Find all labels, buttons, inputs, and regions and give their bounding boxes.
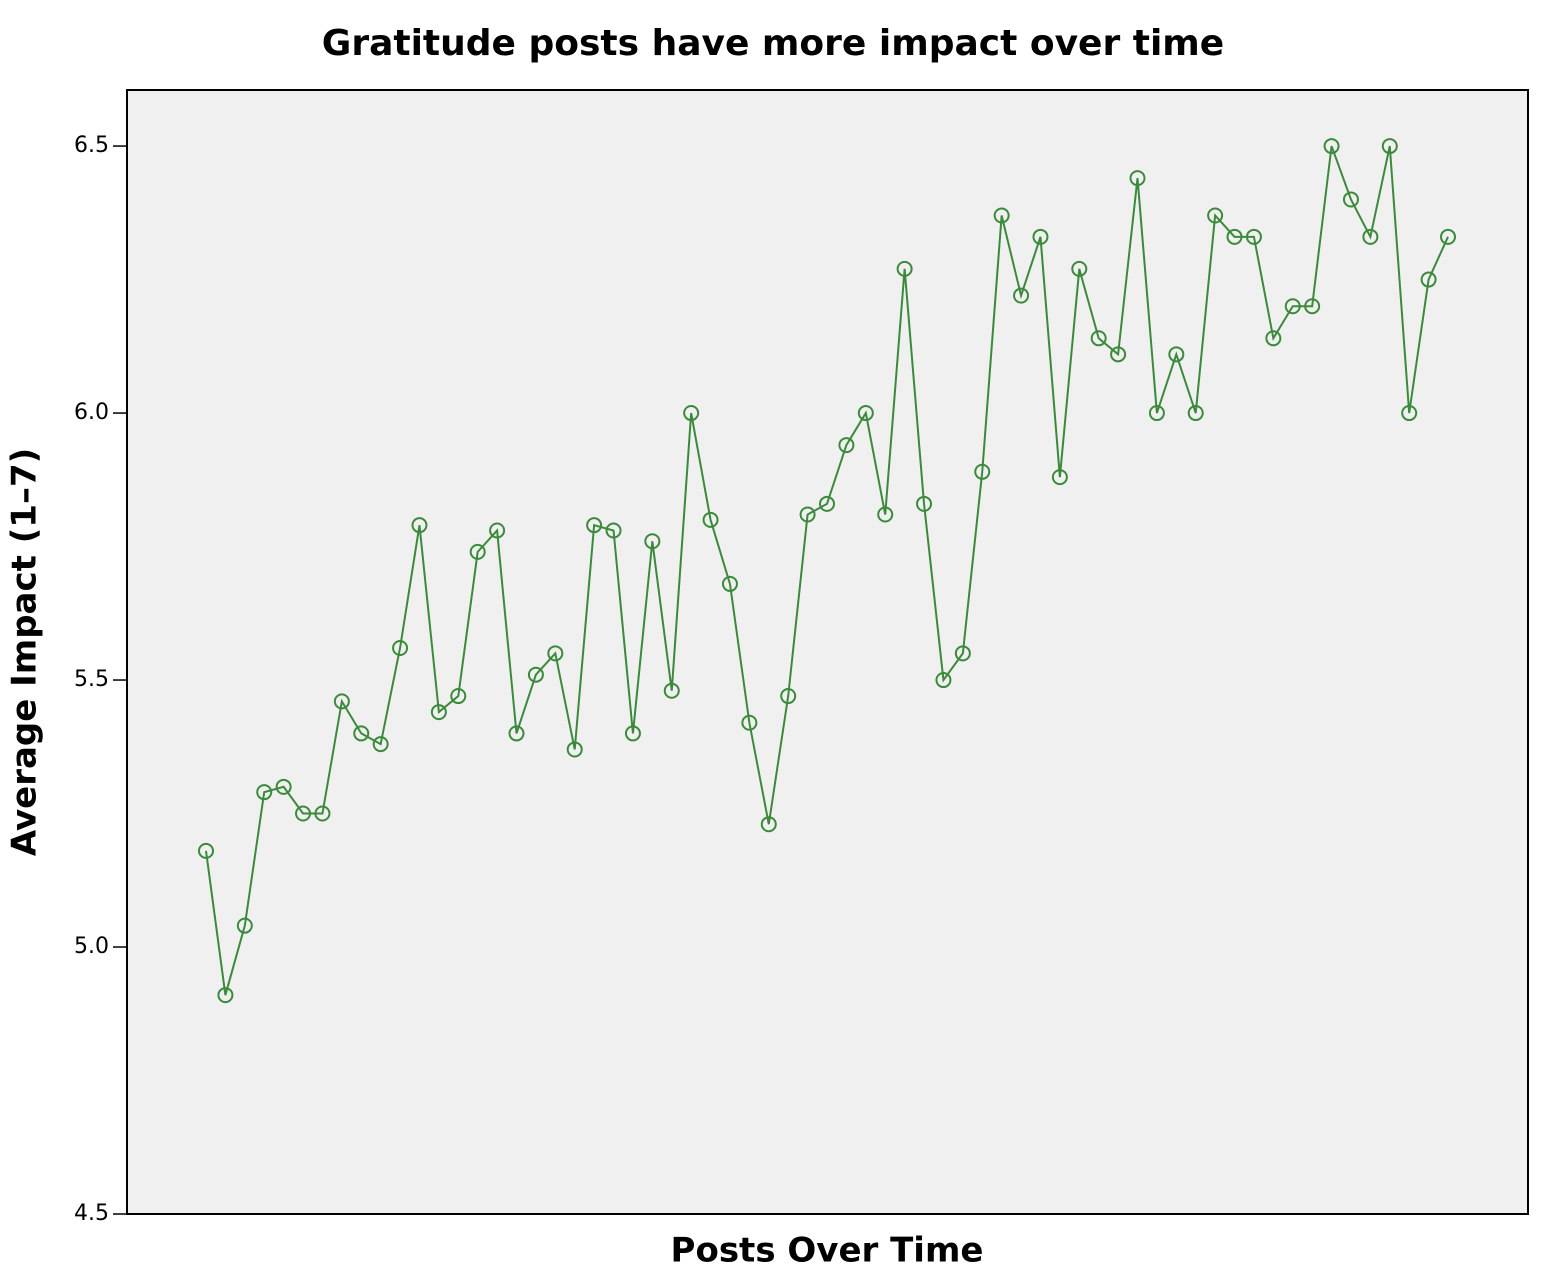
data-point — [586, 517, 603, 534]
data-point — [411, 517, 428, 534]
data-point — [857, 405, 874, 422]
y-tick-label: 6.5 — [74, 133, 109, 158]
data-point — [295, 805, 312, 822]
data-point — [1013, 287, 1030, 304]
data-point — [741, 714, 758, 731]
data-point — [566, 741, 583, 758]
data-point — [721, 575, 738, 592]
data-point — [954, 645, 971, 662]
data-point — [1090, 330, 1107, 347]
y-tick-label: 4.5 — [74, 1201, 109, 1226]
data-point — [275, 778, 292, 795]
data-point — [508, 725, 525, 742]
data-point — [450, 688, 467, 705]
data-point — [624, 725, 641, 742]
data-point — [644, 533, 661, 550]
data-point — [838, 437, 855, 454]
data-point — [392, 639, 409, 656]
data-point — [1110, 346, 1127, 363]
data-point — [1284, 298, 1301, 315]
data-point — [702, 511, 719, 528]
plot-area — [126, 89, 1529, 1215]
data-point — [430, 704, 447, 721]
data-point — [1226, 228, 1243, 245]
data-point — [1129, 170, 1146, 187]
data-point — [1440, 228, 1456, 245]
data-point — [780, 688, 797, 705]
data-point — [1304, 298, 1321, 315]
data-point — [1265, 330, 1282, 347]
data-point — [353, 725, 370, 742]
chart-title: Gratitude posts have more impact over ti… — [322, 23, 1224, 64]
data-point — [333, 693, 350, 710]
y-tick-label: 5.0 — [74, 934, 109, 959]
data-point — [527, 666, 544, 683]
data-point — [469, 543, 486, 560]
data-point — [1032, 228, 1049, 245]
data-point — [1187, 405, 1204, 422]
data-point — [974, 463, 991, 480]
data-point — [877, 506, 894, 523]
data-point — [916, 495, 933, 512]
data-point — [547, 645, 564, 662]
data-point — [1071, 260, 1088, 277]
data-point — [372, 736, 389, 753]
x-axis-label: Posts Over Time — [671, 1231, 984, 1271]
data-point — [760, 816, 777, 833]
data-point — [217, 987, 234, 1004]
data-point — [1381, 138, 1398, 155]
data-point — [799, 506, 816, 523]
data-point — [1323, 138, 1340, 155]
data-point — [314, 805, 331, 822]
data-point — [256, 784, 273, 801]
data-point — [663, 682, 680, 699]
y-axis-label: Average Impact (1–7) — [5, 448, 45, 856]
y-tick-label: 6.0 — [74, 400, 109, 425]
data-point — [896, 260, 913, 277]
y-tick-label: 5.5 — [74, 667, 109, 692]
data-point — [489, 522, 506, 539]
data-point — [1148, 405, 1165, 422]
data-point — [1051, 469, 1068, 486]
data-point — [1420, 271, 1437, 288]
data-point — [605, 522, 622, 539]
data-point — [1401, 405, 1418, 422]
data-point — [935, 672, 952, 689]
data-point — [683, 405, 700, 422]
data-point — [1362, 228, 1379, 245]
data-point — [819, 495, 835, 512]
data-point — [1207, 207, 1224, 224]
data-point — [1342, 191, 1359, 208]
data-point — [1245, 228, 1262, 245]
data-point — [993, 207, 1010, 224]
data-point — [198, 842, 214, 859]
data-point — [236, 917, 253, 934]
data-point — [1168, 346, 1185, 363]
